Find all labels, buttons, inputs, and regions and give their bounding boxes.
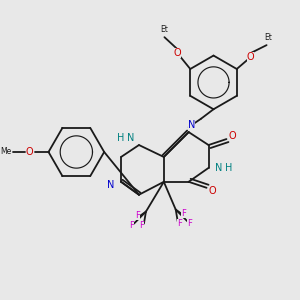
Text: N: N [215, 163, 222, 173]
Text: Me: Me [0, 148, 11, 157]
Text: N: N [127, 133, 135, 143]
Text: F: F [177, 219, 182, 228]
Text: O: O [26, 147, 33, 157]
Text: O: O [209, 186, 216, 196]
Text: H: H [225, 163, 232, 173]
Text: Et: Et [160, 25, 168, 34]
Text: F: F [130, 221, 134, 230]
Text: F: F [187, 219, 192, 228]
Text: F: F [136, 211, 140, 220]
Text: Et: Et [265, 33, 272, 42]
Text: O: O [247, 52, 254, 62]
Text: N: N [188, 120, 195, 130]
Text: F: F [181, 209, 186, 218]
Text: O: O [229, 131, 236, 141]
Text: O: O [173, 48, 181, 58]
Text: H: H [117, 133, 125, 143]
Text: F: F [140, 221, 144, 230]
Text: N: N [107, 180, 115, 190]
